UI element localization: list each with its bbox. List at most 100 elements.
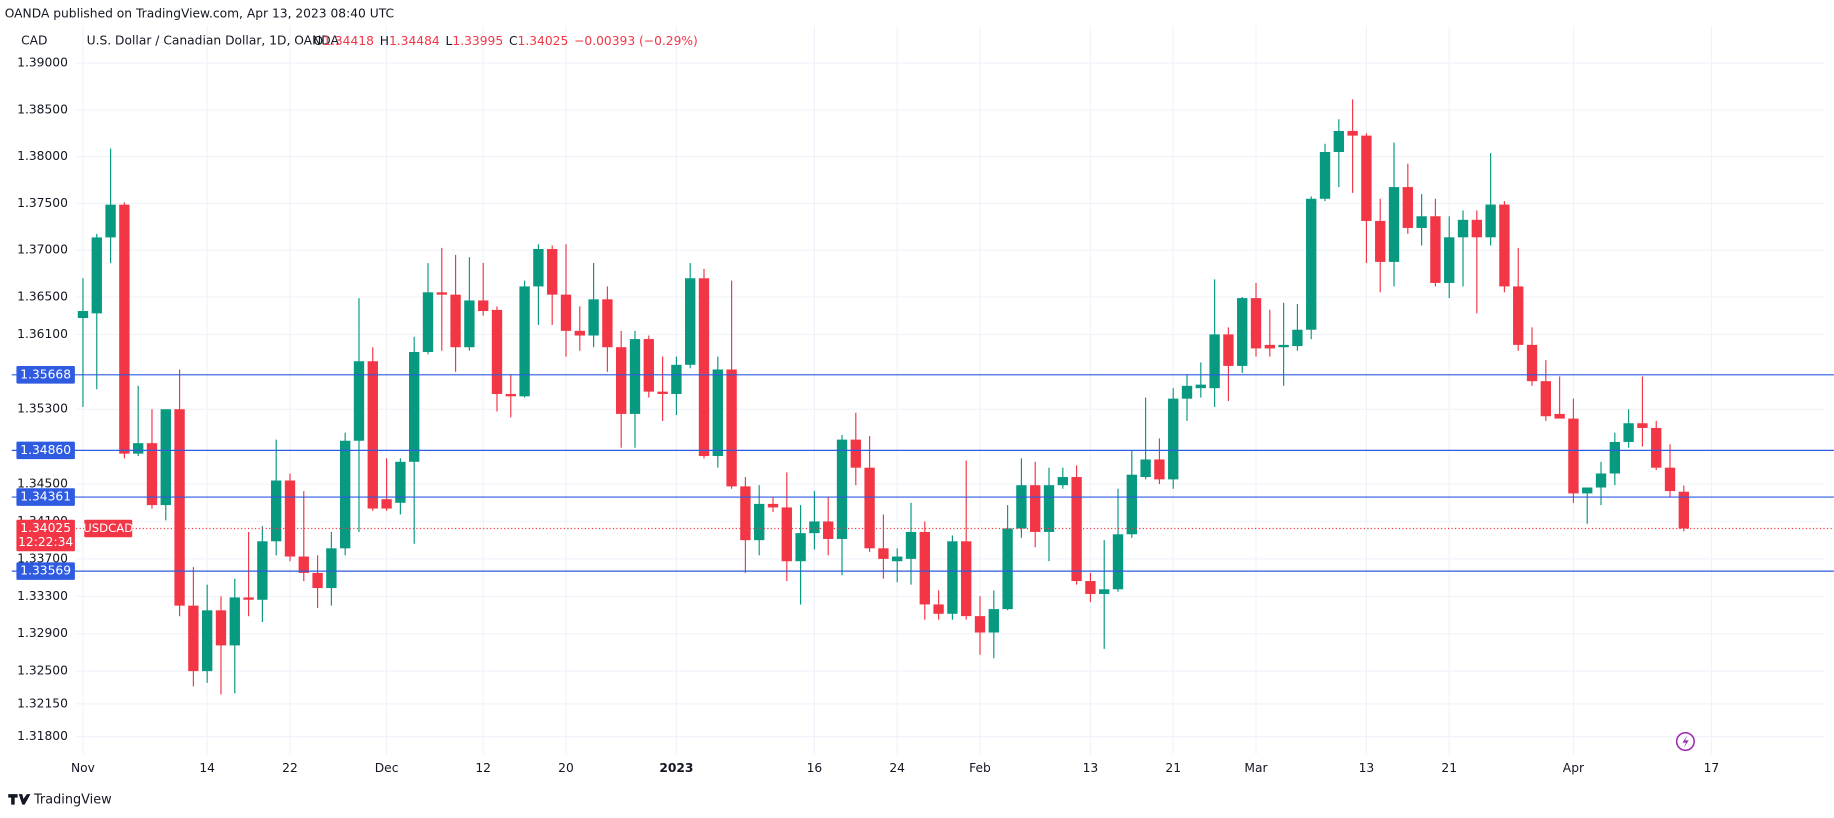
symbol-label: USDCAD (83, 521, 133, 535)
legend-title: U.S. Dollar / Canadian Dollar, 1D, OANDA (87, 33, 340, 47)
candle-body (1292, 329, 1303, 347)
candle-body (160, 409, 171, 506)
x-tick-label: 13 (1359, 761, 1375, 775)
candle-body (119, 204, 130, 454)
candle-body (754, 503, 765, 541)
candle-body (1388, 187, 1400, 262)
candle-body (1444, 237, 1455, 283)
candle-body (781, 507, 792, 562)
candle-body (243, 597, 254, 600)
candle-body (146, 443, 158, 506)
x-tick-label: 24 (889, 761, 905, 775)
price-line-label: 1.34361 (20, 490, 71, 504)
candle-body (1333, 130, 1344, 153)
candle-body (464, 300, 475, 348)
legend-value: 1.34484 (389, 33, 440, 47)
candle-body (1264, 344, 1275, 349)
countdown-label: 12:22:34 (18, 535, 73, 549)
candle-body (1223, 334, 1234, 366)
candle-body (215, 610, 227, 646)
candle-body (91, 237, 102, 314)
candle-body (823, 521, 834, 539)
candle-body (671, 364, 682, 394)
candle-body (1306, 198, 1317, 330)
x-tick-label: 17 (1704, 761, 1720, 775)
x-tick-label: 20 (558, 761, 574, 775)
candle-body (1347, 130, 1358, 136)
overlay: 1.35668 1.34860 1.34361 1.33569 1.3402512:22… (11, 366, 1834, 580)
candle-body (326, 548, 337, 589)
candle-body (698, 278, 710, 456)
candle-body (1471, 219, 1482, 238)
candle-body (588, 299, 599, 336)
ohlc-legend: O1.34418 H1.34484 L1.33995 C1.34025 −0.00393… (313, 33, 697, 47)
candle-body (436, 292, 447, 295)
candle-body (478, 300, 489, 312)
x-tick-label: 22 (282, 761, 298, 775)
x-tick-label: Feb (969, 761, 991, 775)
candle-body (1319, 152, 1331, 199)
candle-body (1016, 485, 1027, 529)
candle-body (133, 443, 144, 454)
x-tick-label: 13 (1083, 761, 1099, 775)
candle-body (1237, 298, 1248, 366)
candle-body (1043, 485, 1055, 532)
candle-body (892, 556, 903, 562)
candle-body (795, 533, 806, 562)
alert-icon[interactable] (1675, 731, 1695, 752)
candle-body (450, 294, 461, 348)
candle-body (1609, 441, 1620, 474)
candle-body (1002, 528, 1013, 610)
candle-body (1568, 418, 1579, 494)
price-line-label: 1.33569 (20, 564, 71, 578)
legend-key: L (446, 33, 453, 47)
x-tick-label: Nov (71, 761, 95, 775)
candle-body (312, 572, 323, 589)
grid: 1.39000 1.38500 1.38000 1.37500 1.37000 1.365… (17, 25, 1825, 775)
legend-value: 1.33995 (452, 33, 503, 47)
candle-body (1513, 286, 1524, 345)
price-line-label-box (16, 366, 75, 384)
candle-body (1140, 459, 1151, 478)
candle-body (616, 347, 627, 414)
x-tick-label: Mar (1244, 761, 1268, 775)
candle-body (1623, 423, 1634, 442)
legend-value: 1.34025 (518, 33, 569, 47)
candle-body (974, 616, 986, 633)
candle-body (1499, 204, 1510, 287)
y-tick-label: 1.33700 (17, 551, 68, 565)
price-line-label: 1.34860 (20, 443, 71, 457)
candle-body (809, 521, 820, 534)
price-line-label: 1.35668 (20, 367, 71, 381)
candle-body (1278, 344, 1289, 348)
candle-body (1112, 534, 1124, 590)
candle-body (933, 604, 944, 614)
candle-body (1126, 474, 1137, 535)
candle-body (1678, 491, 1690, 529)
candle-body (1375, 220, 1386, 262)
candle-body (1099, 589, 1110, 594)
y-tick-label: 1.37000 (17, 243, 68, 257)
y-tick-label: 1.35300 (17, 402, 68, 416)
x-tick-label: 16 (807, 761, 823, 775)
candle-body (1540, 381, 1551, 417)
candle-body (905, 531, 917, 559)
candle-body (491, 309, 503, 394)
tradingview-logo (8, 794, 31, 805)
candle-body (188, 605, 199, 672)
candle-body (864, 467, 875, 549)
candle-body (726, 369, 737, 487)
candle-body (712, 369, 723, 456)
candle-body (381, 499, 392, 509)
candle-body (767, 503, 779, 508)
candle-body (1361, 135, 1372, 221)
candle-body (657, 391, 668, 394)
y-tick-label: 1.32150 (17, 696, 68, 710)
y-tick-label: 1.36500 (17, 289, 68, 303)
candle-body (519, 286, 530, 397)
y-tick-label: 1.37500 (17, 196, 68, 210)
candle-body (422, 292, 434, 352)
candle-body (1651, 427, 1662, 468)
